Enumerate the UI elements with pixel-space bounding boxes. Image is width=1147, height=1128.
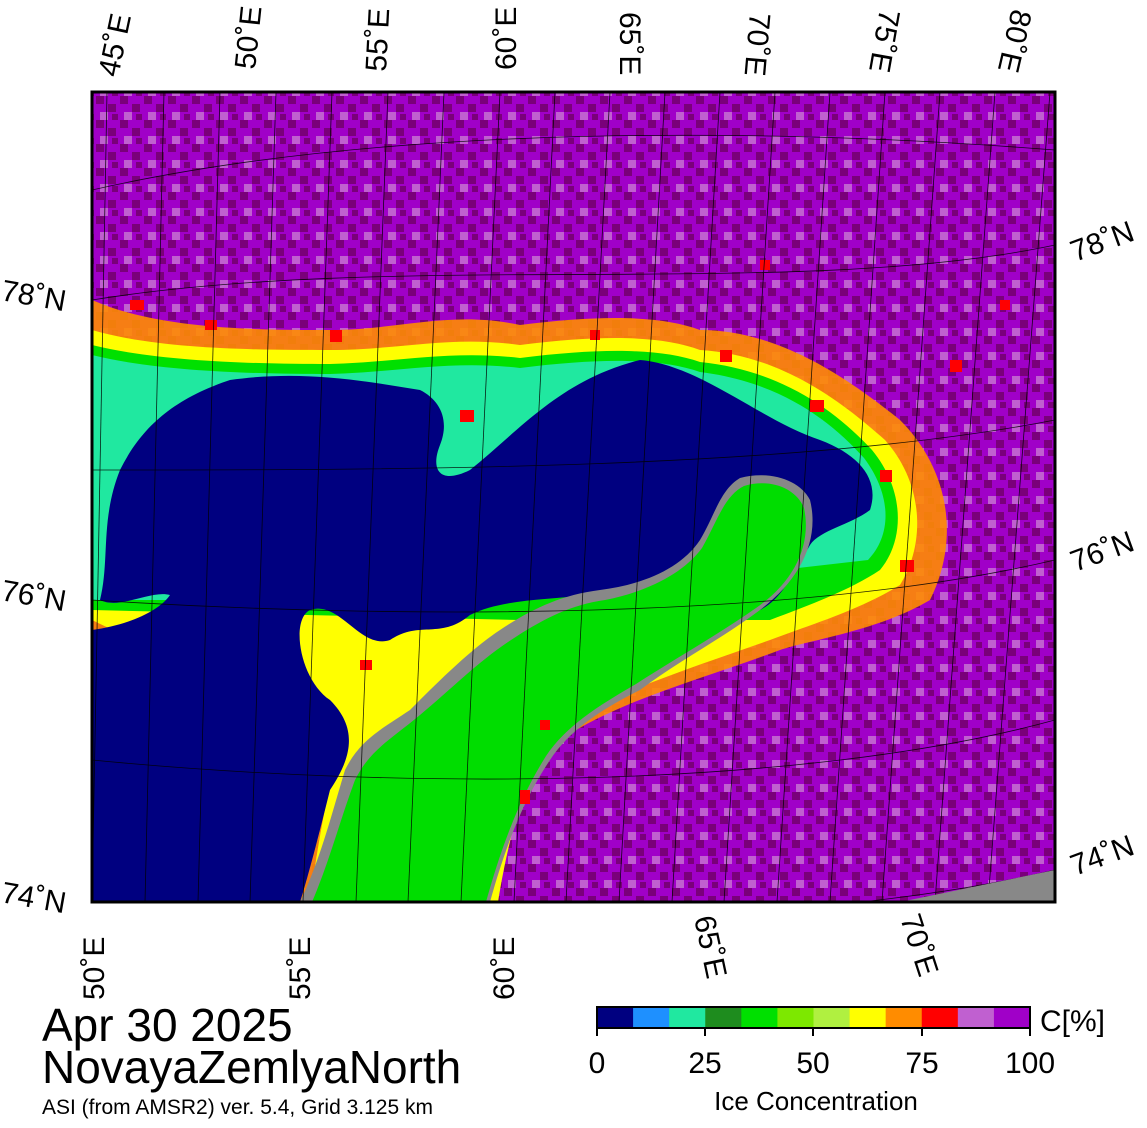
top-lon-label: 45˚E	[93, 11, 138, 80]
top-lon-label: 75˚E	[862, 7, 906, 75]
legend-color-swatch	[597, 1007, 634, 1028]
legend-color-swatch	[777, 1007, 814, 1028]
legend-tick-label: 100	[1005, 1047, 1055, 1080]
legend-tick-label: 25	[688, 1047, 721, 1080]
legend-unit-label: C[%]	[1040, 1005, 1105, 1038]
legend: 0 25 50 75 100 C[%] Ice Concentration	[589, 1005, 1105, 1116]
legend-tick-label: 0	[589, 1047, 606, 1080]
legend-tick-label: 50	[796, 1047, 829, 1080]
top-longitude-labels: 45˚E 50˚E 55˚E 60˚E 65˚E 70˚E 75˚E 80˚E	[93, 4, 1038, 79]
right-lat-label: 74˚N	[1066, 829, 1138, 882]
open-water	[92, 360, 873, 902]
legend-color-swatch	[849, 1007, 887, 1028]
legend-color-swatch	[993, 1007, 1031, 1028]
map-frame	[90, 90, 1057, 904]
ice-edge-hotspots	[130, 260, 1010, 804]
top-lon-label: 70˚E	[738, 11, 776, 77]
legend-color-swatch	[705, 1007, 742, 1028]
product-info: ASI (from AMSR2) ver. 5.4, Grid 3.125 km	[42, 1096, 433, 1119]
map-body	[92, 92, 1055, 902]
bottom-longitude-labels: 50˚E 55˚E 60˚E 65˚E 70˚E	[78, 910, 944, 1000]
legend-tick-label: 75	[905, 1047, 938, 1080]
legend-title: Ice Concentration	[714, 1086, 918, 1116]
legend-color-swatch	[633, 1007, 670, 1028]
bottom-lon-label: 70˚E	[893, 910, 944, 980]
legend-ticks	[596, 1028, 1031, 1036]
legend-color-swatch	[741, 1007, 778, 1028]
top-lon-label: 80˚E	[991, 6, 1037, 75]
graticule	[92, 92, 1055, 902]
left-lat-label: 76˚N	[0, 574, 69, 618]
legend-color-swatch	[669, 1007, 706, 1028]
legend-color-swatch	[813, 1007, 851, 1028]
left-lat-label: 78˚N	[0, 274, 69, 318]
right-lat-label: 76˚N	[1066, 525, 1138, 578]
legend-color-swatch	[957, 1007, 995, 1028]
bottom-lon-label: 60˚E	[488, 937, 521, 1000]
legend-color-swatch	[885, 1007, 923, 1028]
bottom-lon-label: 50˚E	[78, 937, 111, 1000]
right-lat-label: 78˚N	[1066, 215, 1138, 268]
region-title: NovayaZemlyaNorth	[42, 1041, 462, 1093]
right-latitude-labels: 78˚N 76˚N 74˚N	[1066, 215, 1138, 882]
map-date: Apr 30 2025	[42, 999, 293, 1051]
top-lon-label: 55˚E	[360, 7, 396, 72]
no-data-corner	[900, 870, 1055, 902]
top-lon-label: 65˚E	[613, 12, 646, 75]
top-lon-label: 50˚E	[229, 4, 268, 70]
bottom-lon-label: 55˚E	[284, 937, 317, 1000]
left-latitude-labels: 78˚N 76˚N 74˚N	[0, 274, 69, 920]
bottom-lon-label: 65˚E	[687, 913, 732, 982]
legend-colorbar	[597, 1007, 1031, 1028]
left-lat-label: 74˚N	[0, 876, 69, 920]
legend-color-swatch	[921, 1007, 959, 1028]
legend-tick-labels: 0 25 50 75 100	[589, 1047, 1055, 1080]
landmass	[312, 483, 806, 902]
top-lon-label: 60˚E	[490, 7, 523, 70]
